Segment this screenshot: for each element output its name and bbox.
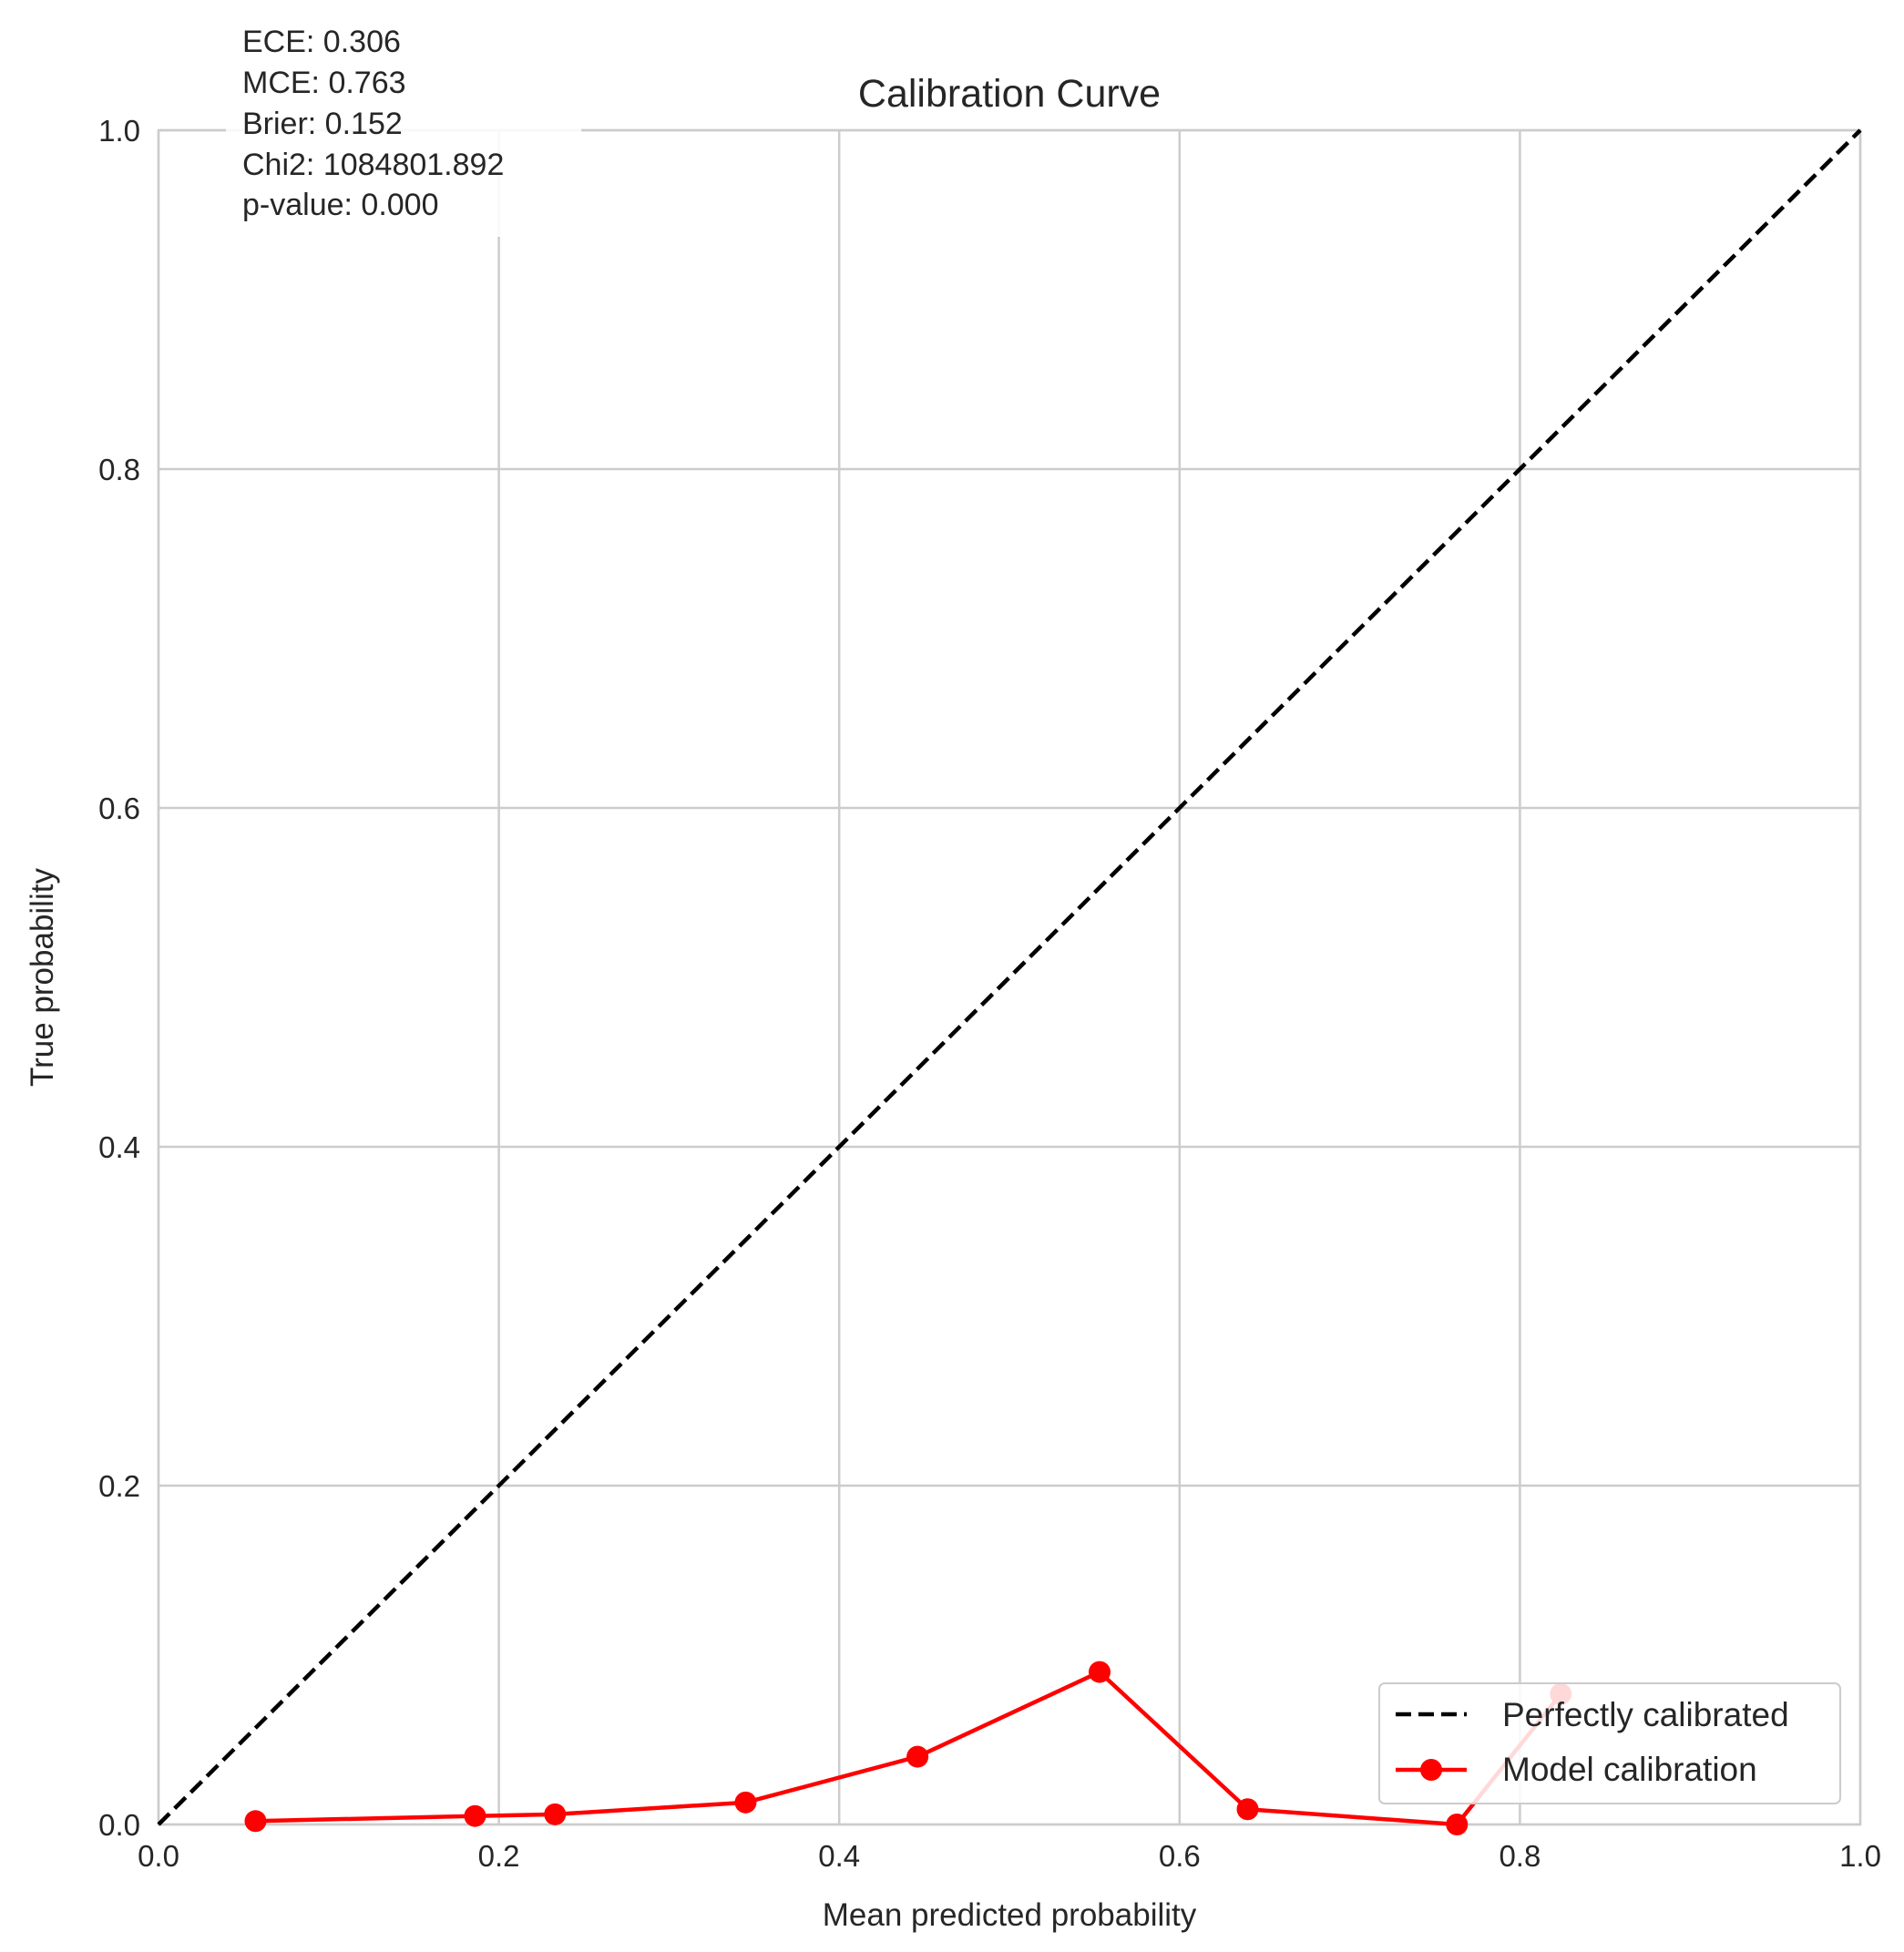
stat-brier: Brier: 0.152 bbox=[242, 107, 403, 141]
legend-marker-model bbox=[1420, 1759, 1442, 1781]
model-calibration-point bbox=[906, 1745, 929, 1768]
model-calibration-point bbox=[464, 1804, 486, 1827]
x-tick-label: 0.4 bbox=[818, 1839, 860, 1873]
x-tick-label: 1.0 bbox=[1839, 1839, 1881, 1873]
legend-label-perfect: Perfectly calibrated bbox=[1502, 1696, 1789, 1733]
stat-chi2: Chi2: 1084801.892 bbox=[242, 148, 504, 182]
stats-annotation: ECE: 0.306 MCE: 0.763 Brier: 0.152 Chi2:… bbox=[226, 20, 581, 237]
x-tick-label: 0.0 bbox=[138, 1839, 179, 1873]
x-tick-label: 0.8 bbox=[1499, 1839, 1541, 1873]
stat-ece: ECE: 0.306 bbox=[242, 25, 401, 59]
model-calibration-point bbox=[734, 1791, 757, 1814]
y-tick-label: 0.8 bbox=[98, 453, 140, 486]
stats-box bbox=[226, 20, 581, 237]
series-perfectly-calibrated-line bbox=[157, 128, 1862, 1826]
legend-box bbox=[1378, 1682, 1841, 1804]
x-tick-label: 0.2 bbox=[478, 1839, 520, 1873]
x-tick-label: 0.6 bbox=[1159, 1839, 1201, 1873]
y-tick-label: 1.0 bbox=[98, 114, 140, 148]
model-calibration-point bbox=[1089, 1661, 1111, 1683]
y-axis-label: True probability bbox=[25, 868, 60, 1087]
plot-frame bbox=[157, 128, 1862, 1826]
model-calibration-point bbox=[1446, 1814, 1469, 1835]
y-tick-label: 0.4 bbox=[98, 1130, 140, 1164]
model-calibration-point bbox=[544, 1803, 567, 1825]
model-calibration-point bbox=[1236, 1798, 1259, 1821]
y-tick-label: 0.0 bbox=[98, 1808, 140, 1842]
y-tick-label: 0.6 bbox=[98, 792, 140, 825]
stat-p-value: p-value: 0.000 bbox=[242, 188, 439, 222]
legend-label-model: Model calibration bbox=[1502, 1751, 1757, 1788]
x-axis-label: Mean predicted probability bbox=[823, 1897, 1197, 1933]
tick-labels: 0.0 0.2 0.4 0.6 0.8 1.0 0.0 0.2 0.4 0.6 0.8 1.0 bbox=[98, 114, 1881, 1873]
series-layer bbox=[157, 128, 1862, 1835]
legend: Perfectly calibrated Model calibration bbox=[1378, 1682, 1841, 1804]
model-calibration-point bbox=[244, 1810, 267, 1833]
y-tick-label: 0.2 bbox=[98, 1469, 140, 1503]
chart-title: Calibration Curve bbox=[858, 72, 1161, 116]
stat-mce: MCE: 0.763 bbox=[242, 66, 406, 100]
